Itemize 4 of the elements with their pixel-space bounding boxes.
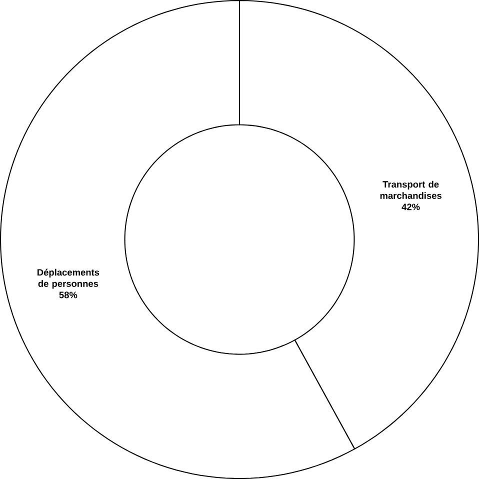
data-label: 42% <box>402 204 420 210</box>
data-label: 58% <box>59 292 78 298</box>
slice-label: Transport de marchandises <box>380 180 442 199</box>
slice-label: Déplacements de personnes <box>38 268 100 289</box>
